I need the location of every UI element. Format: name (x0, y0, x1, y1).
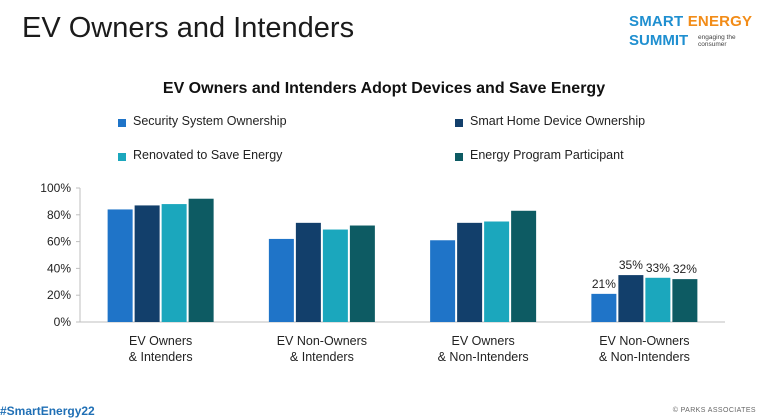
legend-label-1: Security System Ownership (133, 114, 287, 128)
y-tick-label: 0% (54, 315, 72, 329)
bar-3-1 (430, 240, 456, 322)
x-category-label-2: EV Non-Owners & Intenders (277, 334, 367, 364)
legend-label-4: Energy Program Participant (470, 148, 624, 162)
bar-4-1 (591, 293, 617, 322)
logo-tagline: engaging the consumer (698, 34, 736, 48)
legend-swatch-3 (118, 153, 126, 161)
logo-word-smart: SMART (629, 13, 684, 30)
bar-1-4 (188, 198, 214, 322)
x-category-label-3: EV Owners & Non-Intenders (438, 334, 529, 364)
bar-3-4 (511, 210, 537, 322)
data-label-3: 33% (646, 261, 670, 275)
bar-3-3 (484, 221, 510, 322)
data-label-1: 21% (592, 277, 616, 291)
bar-2-4 (349, 225, 375, 322)
logo-line1: SMART ENERGY (629, 13, 752, 30)
copyright: © PARKS ASSOCIATES (672, 407, 756, 414)
legend-swatch-2 (455, 119, 463, 127)
legend-swatch-1 (118, 119, 126, 127)
x-category-label-4: EV Non-Owners & Non-Intenders (599, 334, 690, 364)
bar-3-2 (457, 222, 483, 322)
bar-2-2 (295, 222, 321, 322)
bar-1-2 (134, 205, 160, 322)
logo-word-summit: SUMMIT (629, 32, 689, 49)
legend-label-3: Renovated to Save Energy (133, 148, 283, 162)
x-category-label-1: EV Owners & Intenders (129, 334, 193, 364)
legend-label-2: Smart Home Device Ownership (470, 114, 646, 128)
chart-title: EV Owners and Intenders Adopt Devices an… (162, 80, 606, 97)
data-label-4: 32% (673, 262, 697, 276)
legend-swatch-4 (455, 153, 463, 161)
bar-2-1 (268, 238, 294, 322)
bar-4-4 (672, 279, 698, 322)
logo-word-energy: ENERGY (687, 13, 753, 30)
bar-4-3 (645, 277, 671, 322)
y-tick-label: 40% (47, 261, 71, 275)
y-tick-label: 100% (40, 181, 71, 195)
hashtag: #SmartEnergy22 (0, 404, 95, 418)
y-tick-label: 80% (47, 208, 71, 222)
slide-title: EV Owners and Intenders (22, 12, 355, 44)
bar-4-2 (618, 275, 644, 322)
data-label-2: 35% (619, 258, 643, 272)
y-tick-label: 60% (47, 235, 71, 249)
bar-1-1 (107, 209, 133, 322)
y-tick-label: 20% (47, 288, 71, 302)
smart-energy-summit-logo: SMART ENERGY SUMMIT engaging the consume… (629, 13, 759, 53)
bar-1-3 (161, 204, 187, 322)
bar-2-3 (322, 229, 348, 322)
